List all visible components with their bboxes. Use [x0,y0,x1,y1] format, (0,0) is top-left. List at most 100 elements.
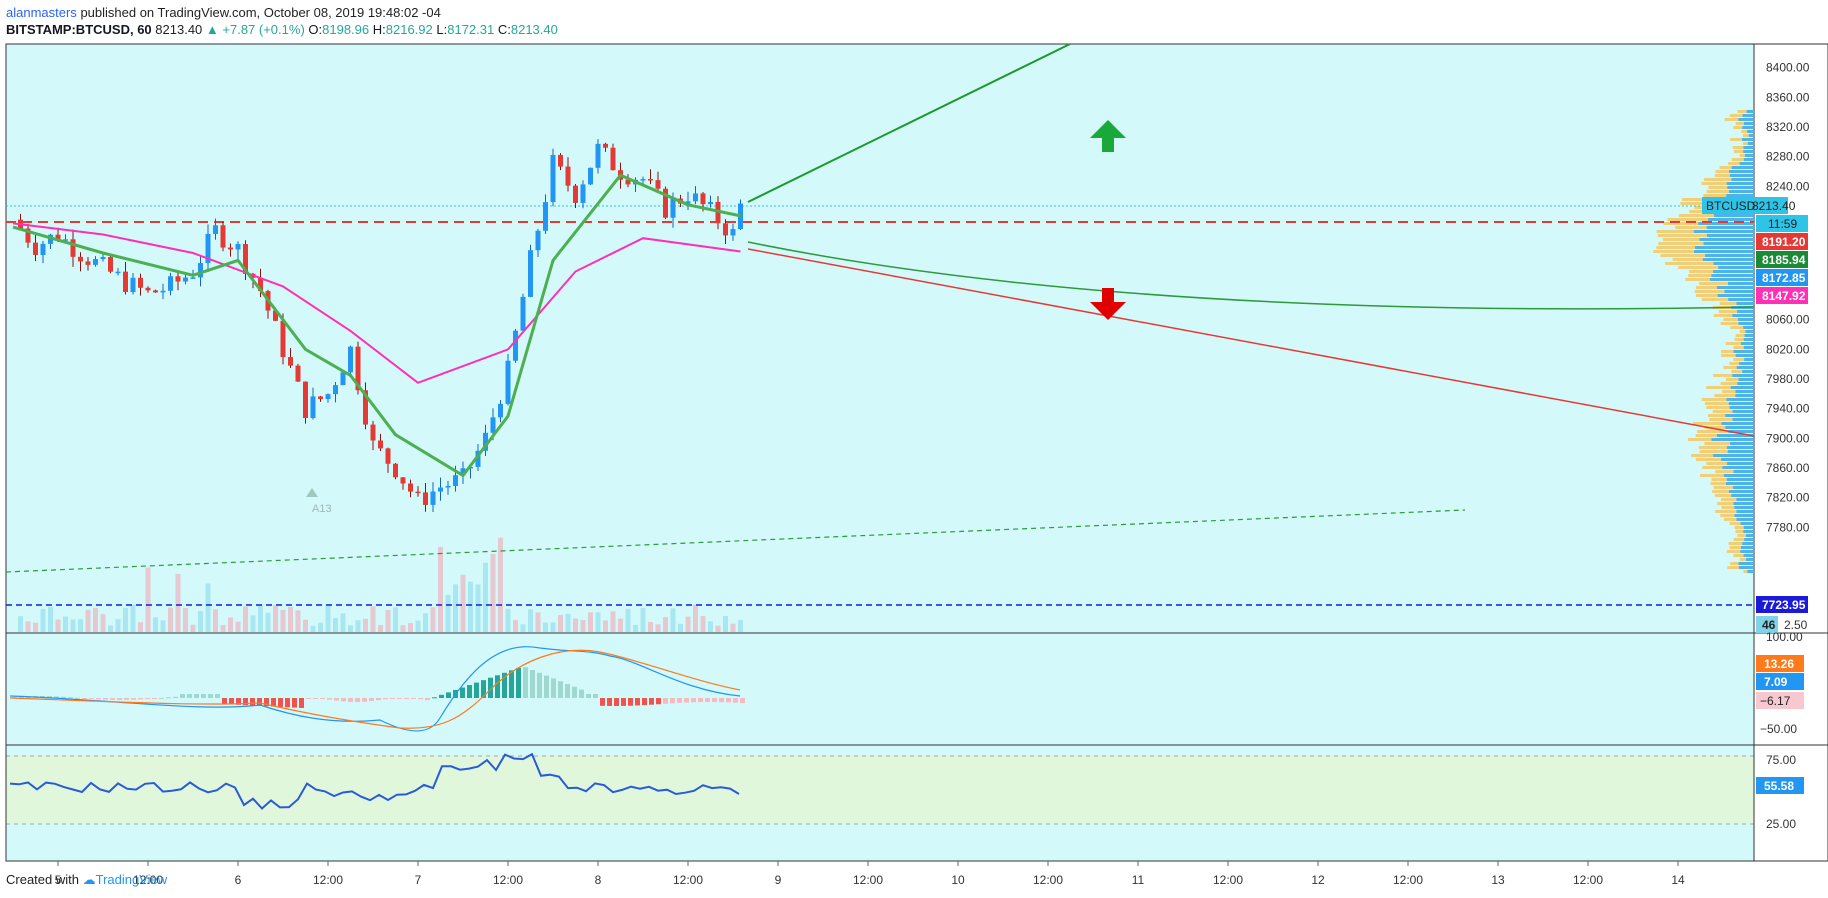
volume-profile-bar [1734,526,1744,529]
rsi-tick-top: 75.00 [1766,753,1796,767]
volume-bar [648,621,653,632]
symbol-label[interactable]: BITSTAMP:BTCUSD, 60 [6,22,152,37]
candle-body [505,360,511,404]
volume-bar [685,616,691,632]
volume-bar [475,584,481,632]
time-tick-11: 12:00 [1033,873,1063,887]
candle-body [685,201,691,204]
candle-body [483,432,488,451]
price-change: ▲ +7.87 (+0.1%) [205,22,305,37]
volume-profile-bar [1740,550,1754,553]
volume-profile-bar [1731,178,1754,181]
volume-bar [378,624,383,632]
macd-hist-bar [432,697,437,699]
macd-hist-bar [404,698,409,699]
volume-profile-bar [1737,318,1754,321]
volume-profile-bar [1747,130,1754,133]
low-value: 8172.31 [447,22,495,37]
macd-hist-bar [390,698,395,699]
price-tick-4: 8240.00 [1766,179,1810,193]
macd-hist-bar [656,698,661,705]
volume-profile-bar [1740,522,1754,525]
volume-bar [408,623,413,632]
volume-profile-bar [1727,450,1754,453]
time-tick-1: 12:00 [133,873,163,887]
main-pane[interactable] [6,44,1754,633]
macd-pane[interactable] [6,633,1754,745]
macd-hist-bar [565,684,570,698]
dashed-trend-line[interactable] [5,509,1466,573]
macd-hist-bar [173,696,178,698]
downtrend-projection-line[interactable] [747,248,1755,437]
macd-hist-bar [642,698,647,706]
volume-profile-bar [1732,410,1754,413]
volume-profile-bar [1656,230,1694,233]
macd-hist-bar [201,694,206,698]
rsi-band-fill [6,756,1754,824]
volume-bars [18,537,743,632]
volume-profile-bar [1729,174,1754,177]
volume-profile-bar [1738,118,1754,121]
volume-bar [190,624,196,632]
volume-profile-bar [1716,434,1754,437]
candle-body [145,287,151,291]
price-tag-bg [1756,215,1808,232]
time-tick-10: 10 [951,873,965,887]
volume-profile-bar [1660,254,1706,257]
volume-profile-bar [1743,346,1754,349]
volume-profile-bar [1699,450,1728,453]
volume-profile-bar [1731,370,1743,373]
volume-bar [370,606,376,632]
candle-body [243,244,248,274]
volume-bar [520,624,526,632]
price-tick-1: 8360.00 [1766,90,1810,104]
histogram-value-tag: −6.17 [1760,694,1791,708]
candle-body [513,330,518,361]
volume-profile-bar [1744,538,1754,541]
volume-bar [363,618,368,632]
volume-profile-bar [1737,110,1747,113]
volume-bar [325,605,331,632]
volume-profile-bar [1742,142,1748,145]
volume-profile-bar [1743,158,1754,161]
candle-body [378,440,383,449]
price-axis[interactable] [1754,44,1828,861]
volume-bar [213,609,218,632]
time-tick-0: 5 [55,873,62,887]
candle-body [123,271,128,293]
macd-hist-bar [236,698,241,705]
macd-hist-bar [75,697,80,699]
macd-hist-bar [187,694,192,698]
volume-profile-bar [1713,214,1754,217]
volume-bar [430,607,436,632]
volume-profile-bar [1702,466,1723,469]
macd-hist-bar [124,698,129,700]
volume-bar [258,605,263,632]
time-tick-16: 13 [1491,873,1505,887]
volume-profile-bar [1701,398,1727,401]
author-link[interactable]: alanmasters [6,5,77,20]
price-tick-5: 8060.00 [1766,313,1810,327]
macd-hist-bar [614,698,619,706]
macd-hist-bar [481,680,486,698]
volume-bar [55,619,61,632]
time-tick-17: 12:00 [1573,873,1603,887]
time-tick-12: 11 [1132,873,1145,887]
volume-profile-bar [1721,498,1737,501]
volume-profile-bar [1718,310,1738,313]
volume-bar [18,616,23,632]
macd-hist-bar [306,698,311,699]
uptrend-projection-line[interactable] [747,43,1071,203]
volume-profile-bar [1703,242,1754,245]
footer-brand[interactable]: TradingView [95,872,168,887]
candle-body [190,277,196,279]
macd-hist-bar [628,698,633,706]
macd-hist-bar [607,698,612,706]
volume-bar [573,618,578,632]
volume-profile-bar [1706,406,1730,409]
macd-hist-bar [47,696,52,698]
curve-projection-line[interactable] [747,241,1755,310]
volume-profile-bar [1743,554,1754,557]
time-tick-14: 12 [1311,873,1325,887]
